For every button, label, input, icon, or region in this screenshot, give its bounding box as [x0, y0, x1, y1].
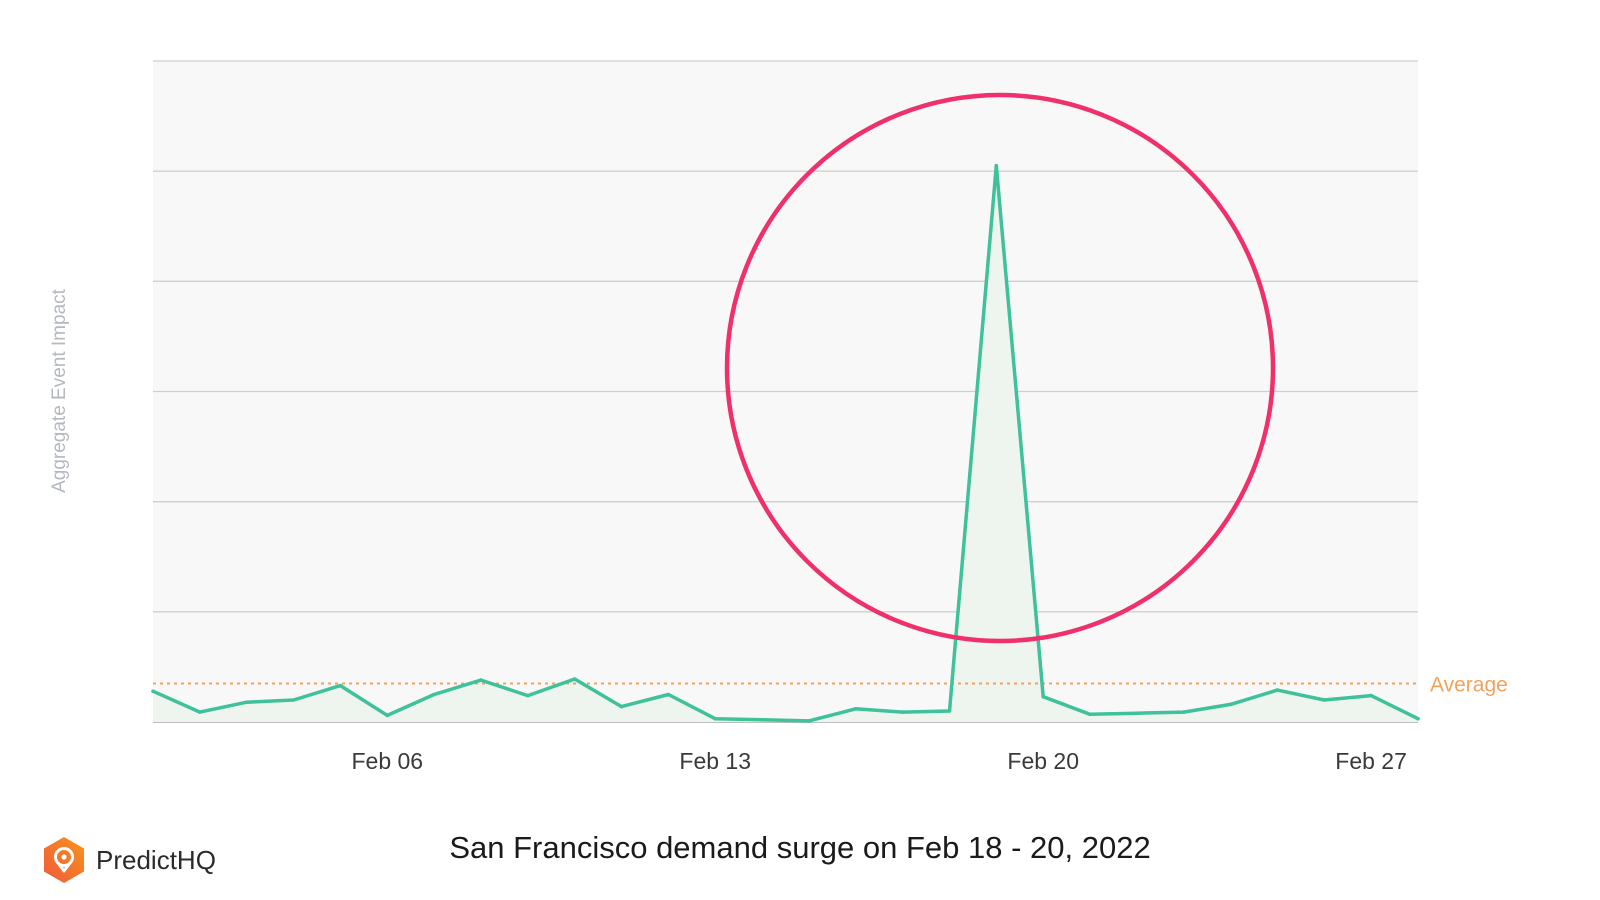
series-line [152, 163, 1419, 723]
data-point [526, 693, 530, 698]
data-point [666, 692, 671, 697]
y-axis-label: Aggregate Event Impact [49, 288, 70, 493]
data-points [151, 163, 1420, 723]
x-tick-label: Feb 20 [1007, 748, 1079, 774]
data-point [854, 707, 858, 711]
data-point [1275, 688, 1280, 692]
data-point [151, 689, 155, 693]
data-point [198, 710, 202, 714]
brand-name: PredictHQ [96, 844, 216, 875]
data-point [760, 718, 764, 722]
highlight-circle [724, 92, 1276, 644]
data-point [807, 719, 811, 723]
x-tick-label: Feb 13 [679, 748, 751, 774]
data-point [385, 713, 390, 718]
data-point [1088, 712, 1092, 717]
x-tick-label: Feb 06 [351, 748, 423, 774]
data-point [479, 678, 483, 682]
x-axis-ticks: Feb 06 Feb 13 Feb 20 Feb 27 [351, 748, 1406, 774]
data-point [572, 677, 577, 681]
x-tick-label: Feb 27 [1335, 748, 1407, 774]
data-point [1369, 693, 1373, 698]
data-point [244, 700, 249, 704]
data-point [1041, 694, 1045, 699]
predicthq-logo-icon [44, 837, 84, 883]
data-point [1181, 710, 1186, 714]
data-point [713, 716, 717, 721]
data-point [619, 704, 624, 709]
data-point [432, 692, 436, 697]
data-point [994, 163, 999, 168]
data-point [947, 709, 952, 713]
data-point [900, 710, 905, 714]
average-label: Average [1430, 673, 1508, 696]
chart-caption: San Francisco demand surge on Feb 18 - 2… [449, 830, 1151, 865]
brand: PredictHQ [42, 836, 216, 884]
data-point [1228, 702, 1233, 707]
data-point [291, 698, 296, 702]
data-point [1135, 711, 1139, 715]
data-point [338, 683, 343, 688]
data-point [1416, 716, 1420, 721]
data-point [1322, 698, 1327, 702]
